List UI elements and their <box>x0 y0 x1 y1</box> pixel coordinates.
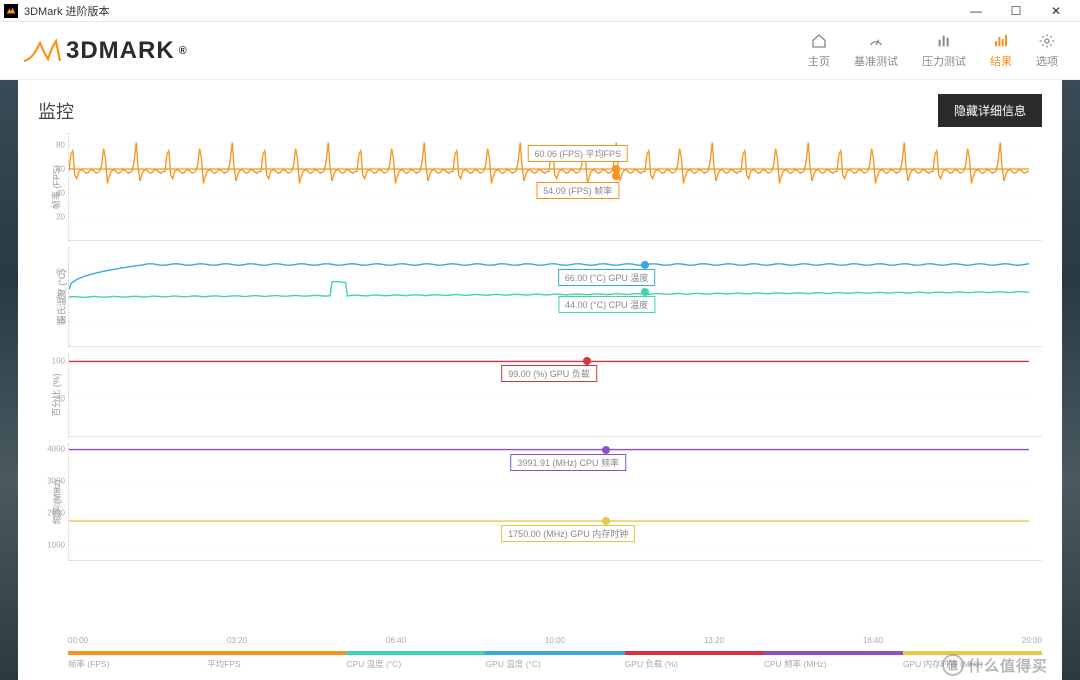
callout: 3991.91 (MHz) CPU 频率 <box>510 454 626 471</box>
bars-alt-icon <box>991 32 1011 50</box>
nav: 主页 基准测试 压力测试 结果 选项 <box>808 32 1058 69</box>
close-button[interactable]: ✕ <box>1036 0 1076 22</box>
titlebar: 3DMark 进阶版本 — ☐ ✕ <box>0 0 1080 22</box>
legend-label: 平均FPS <box>207 655 346 670</box>
bars-icon <box>934 32 954 50</box>
callout: 54.09 (FPS) 帧率 <box>536 182 619 199</box>
nav-label: 结果 <box>990 53 1012 69</box>
legend-label: 帧率 (FPS) <box>68 655 207 670</box>
charts: 帧率 (FPS)2040608060.06 (FPS) 平均FPS54.09 (… <box>38 133 1042 634</box>
app-window: 3DMark 进阶版本 — ☐ ✕ 3DMARK® 主页 基准测试 压力测试 结果 选项… <box>0 0 1080 680</box>
callout-dot <box>602 446 610 454</box>
window-buttons: — ☐ ✕ <box>956 0 1076 22</box>
callout-dot <box>641 261 649 269</box>
xaxis: 00:0003:2006:4010:0013:2016:4020:00 <box>68 636 1042 645</box>
legend-labels: 帧率 (FPS)平均FPSCPU 温度 (°C)GPU 温度 (°C)GPU 负… <box>68 655 1042 670</box>
nav-home[interactable]: 主页 <box>808 32 830 69</box>
app-icon <box>4 4 18 18</box>
content: 监控 隐藏详细信息 帧率 (FPS)2040608060.06 (FPS) 平均… <box>18 80 1062 680</box>
legend-label: GPU 负载 (%) <box>625 655 764 670</box>
header: 3DMARK® 主页 基准测试 压力测试 结果 选项 <box>0 22 1080 80</box>
callout-dot <box>602 517 610 525</box>
callout: 99.00 (%) GPU 负载 <box>501 365 597 382</box>
nav-label: 主页 <box>808 53 830 69</box>
nav-label: 选项 <box>1036 53 1058 69</box>
callout: 66.00 (°C) GPU 温度 <box>558 269 656 286</box>
watermark: 值 什么值得买 <box>942 654 1048 676</box>
gear-icon <box>1037 32 1057 50</box>
minimize-button[interactable]: — <box>956 0 996 22</box>
nav-gear[interactable]: 选项 <box>1036 32 1058 69</box>
chart-fps: 帧率 (FPS)2040608060.06 (FPS) 平均FPS54.09 (… <box>38 133 1042 241</box>
callout: 1750.00 (MHz) GPU 内存时钟 <box>501 525 635 542</box>
callout-dot <box>641 288 649 296</box>
callout: 60.06 (FPS) 平均FPS <box>528 145 629 162</box>
chart-canvas: 10002000300040003991.91 (MHz) CPU 频率1750… <box>68 443 1042 561</box>
chart-canvas: 2040608060.06 (FPS) 平均FPS54.09 (FPS) 帧率 <box>68 133 1042 241</box>
section-head: 监控 隐藏详细信息 <box>38 94 1042 127</box>
logo-icon <box>22 37 62 65</box>
nav-bars[interactable]: 压力测试 <box>922 32 966 69</box>
nav-label: 基准测试 <box>854 53 898 69</box>
bg-left <box>0 80 18 680</box>
chart-clock: 频率 (MHz)显卡频率10002000300040003991.91 (MHz… <box>38 443 1042 561</box>
logo-text: 3DMARK <box>66 37 175 65</box>
chart-canvas: 20406066.00 (°C) GPU 温度44.00 (°C) CPU 温度 <box>68 247 1042 347</box>
legend-label: CPU 频率 (MHz) <box>764 655 903 670</box>
content-wrap: 监控 隐藏详细信息 帧率 (FPS)2040608060.06 (FPS) 平均… <box>0 80 1080 680</box>
bg-right <box>1062 80 1080 680</box>
nav-label: 压力测试 <box>922 53 966 69</box>
chart-temp: 摄氏温度 (°C)20406066.00 (°C) GPU 温度44.00 (°… <box>38 247 1042 347</box>
nav-bars-alt[interactable]: 结果 <box>990 32 1012 69</box>
section-title: 监控 <box>38 98 74 124</box>
watermark-icon: 值 <box>942 654 964 676</box>
chart-load: 百分比 (%)5010099.00 (%) GPU 负载 <box>38 353 1042 437</box>
legend-label: GPU 温度 (°C) <box>485 655 624 670</box>
maximize-button[interactable]: ☐ <box>996 0 1036 22</box>
nav-gauge[interactable]: 基准测试 <box>854 32 898 69</box>
home-icon <box>809 32 829 50</box>
callout-dot <box>583 357 591 365</box>
window-title: 3DMark 进阶版本 <box>24 3 110 19</box>
callout: 44.00 (°C) CPU 温度 <box>558 296 655 313</box>
hide-details-button[interactable]: 隐藏详细信息 <box>938 94 1042 127</box>
callout-dot <box>612 172 620 180</box>
legend-label: CPU 温度 (°C) <box>346 655 485 670</box>
gauge-icon <box>866 32 886 50</box>
logo: 3DMARK® <box>22 37 188 65</box>
chart-svg <box>69 247 1029 347</box>
chart-canvas: 5010099.00 (%) GPU 负载 <box>68 353 1042 437</box>
